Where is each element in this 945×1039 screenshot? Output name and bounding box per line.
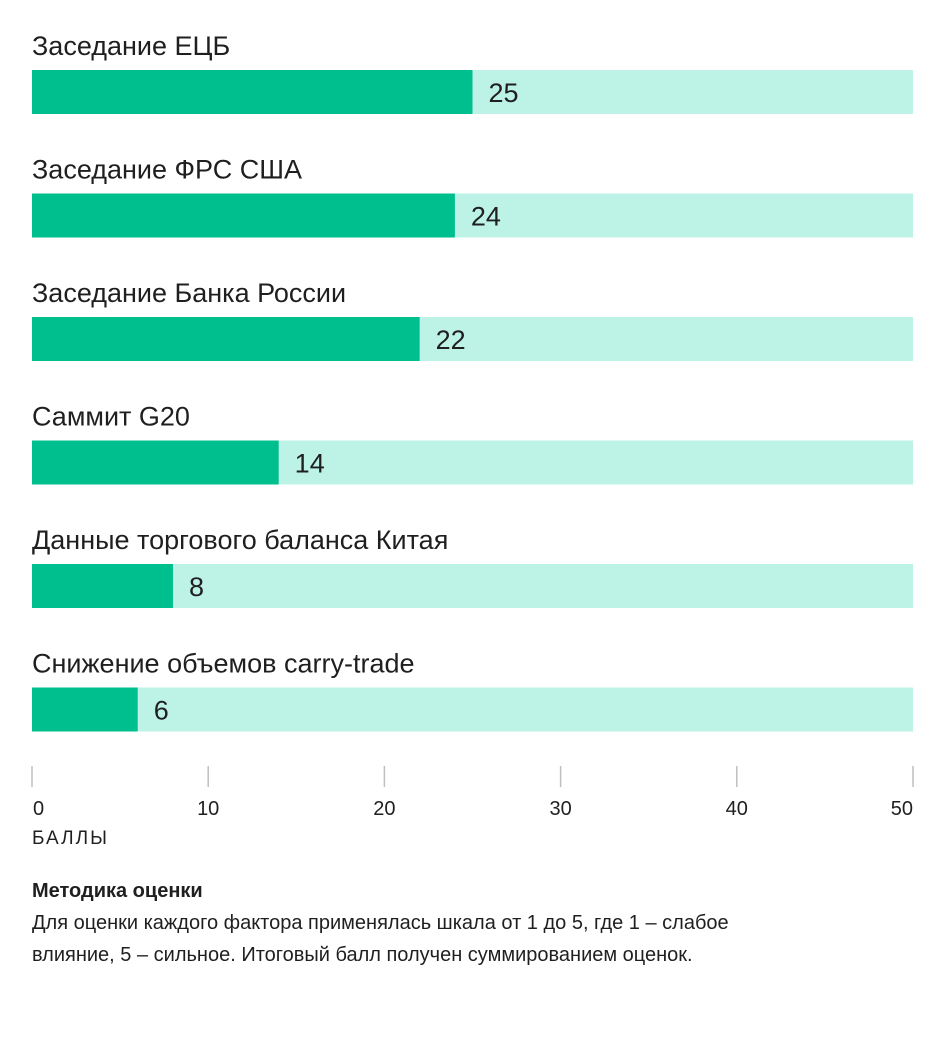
bar <box>32 440 279 485</box>
value-label: 6 <box>154 696 169 726</box>
category-label: Заседание ЕЦБ <box>32 31 230 61</box>
x-tick-label: 10 <box>197 798 219 820</box>
category-label: Снижение объемов carry-trade <box>32 649 415 679</box>
bar <box>32 70 473 114</box>
category-label: Заседание ФРС США <box>32 155 302 185</box>
bar <box>32 564 173 608</box>
x-tick-label: 40 <box>726 798 748 820</box>
value-label: 22 <box>436 325 466 355</box>
category-label: Заседание Банка России <box>32 278 346 308</box>
category-label: Саммит G20 <box>32 402 190 432</box>
methodology-text: Для оценки каждого фактора применялась ш… <box>32 912 729 966</box>
x-tick-label: 30 <box>549 798 571 820</box>
bar-chart: Заседание ЕЦБ 25 Заседание ФРС США 24 Заседа… <box>31 31 914 820</box>
bar <box>32 193 455 238</box>
value-label: 25 <box>489 78 519 108</box>
x-tick-label: 20 <box>373 798 395 820</box>
bar <box>32 687 138 732</box>
value-label: 24 <box>471 202 501 232</box>
x-tick-label: 50 <box>891 798 913 820</box>
value-label: 8 <box>189 572 204 602</box>
methodology-title: Методика оценки <box>32 880 203 902</box>
methodology-note: Методика оценки Для оценки каждого факто… <box>32 875 792 971</box>
x-tick-label: 0 <box>33 798 44 820</box>
bar-track <box>32 564 913 608</box>
bar-track <box>32 687 913 732</box>
x-axis-title: БАЛЛЫ <box>32 828 109 849</box>
value-label: 14 <box>295 449 325 479</box>
category-label: Данные торгового баланса Китая <box>32 525 448 555</box>
bar <box>32 317 420 361</box>
